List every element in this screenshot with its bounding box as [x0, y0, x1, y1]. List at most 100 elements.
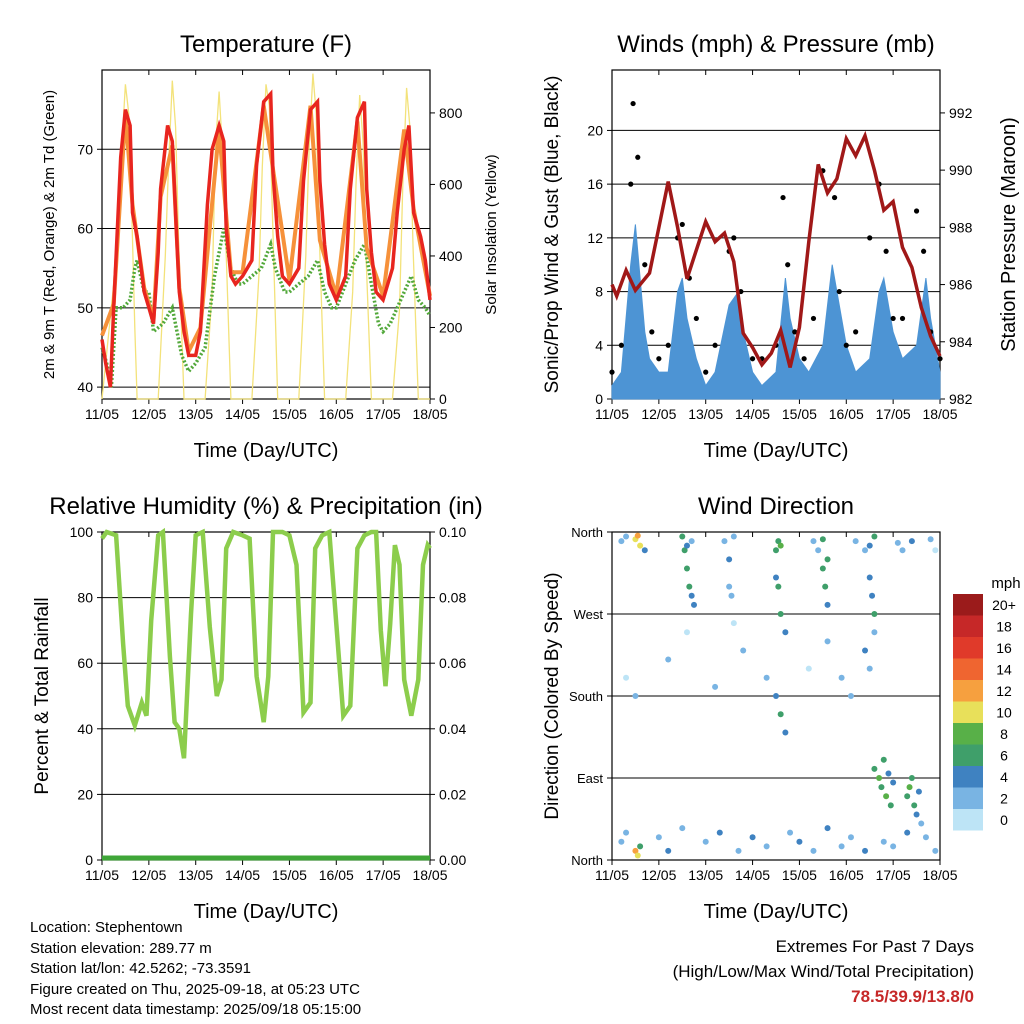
plot-winds: Winds (mph) & Pressure (mb) 0 4 8 12 16 20 982 9…: [542, 31, 1020, 462]
station-latlon: Station lat/lon: 42.5262; -73.3591: [30, 960, 252, 977]
direction-point: [623, 533, 630, 540]
colorbar-label: 4: [1000, 769, 1008, 785]
y-right-tick-label: 0.06: [439, 655, 466, 671]
direction-point: [904, 793, 911, 800]
chart-title-temperature: Temperature (F): [180, 31, 352, 58]
y-tick-label: 12: [587, 230, 603, 246]
direction-point: [838, 843, 845, 850]
direction-point: [862, 647, 869, 654]
plot-humidity: Relative Humidity (%) & Precipitation (i…: [32, 493, 483, 923]
plot-frame: [611, 531, 941, 861]
direction-point: [730, 620, 737, 627]
y-tick-label: 0: [85, 852, 93, 868]
x-tick-label: 18/05: [412, 406, 447, 422]
direction-point: [637, 843, 644, 850]
x-tick-label: 11/05: [85, 867, 119, 883]
direction-point: [735, 847, 742, 854]
plot-frame: [101, 69, 431, 400]
extremes-title: Extremes For Past 7 Days: [775, 937, 974, 956]
y-axis-label: Sonic/Prop Wind & Gust (Blue, Black): [542, 76, 563, 394]
x-tick-label: 14/05: [735, 867, 770, 883]
y-tick-label: 4: [595, 337, 603, 353]
gust-point: [785, 262, 791, 268]
direction-point: [866, 574, 873, 581]
direction-point: [683, 565, 690, 572]
direction-point: [932, 547, 939, 554]
y-right-tick-label: 200: [439, 319, 463, 335]
extremes-subtitle: (High/Low/Max Wind/Total Precipitation): [672, 962, 974, 981]
direction-point: [681, 547, 688, 554]
colorbar-swatch: [953, 658, 983, 680]
direction-point: [775, 583, 782, 590]
station-location: Location: Stephentown: [30, 919, 183, 936]
direction-point: [782, 629, 789, 636]
direction-point: [906, 784, 913, 791]
direction-point: [890, 779, 897, 786]
direction-point: [683, 542, 690, 549]
direction-point: [869, 592, 876, 599]
x-tick-label: 13/05: [688, 406, 723, 422]
colorbar-swatch: [953, 637, 983, 659]
y-tick-label: South: [569, 689, 603, 704]
station-elevation: Station elevation: 289.77 m: [30, 939, 212, 957]
direction-point: [890, 843, 897, 850]
gust-point: [801, 356, 807, 362]
chart-title-direction: Wind Direction: [698, 493, 854, 520]
direction-point: [775, 538, 782, 545]
direction-point: [915, 788, 922, 795]
y-tick-label: 8: [595, 284, 603, 300]
direction-point: [730, 533, 737, 540]
direction-point: [847, 693, 854, 699]
colorbar-label: 16: [996, 640, 1012, 656]
colorbar-label: 6: [1000, 747, 1008, 763]
x-tick-label: 18/05: [412, 867, 447, 883]
direction-point: [911, 802, 918, 809]
x-tick-label: 13/05: [178, 406, 213, 422]
x-tick-label: 14/05: [225, 406, 260, 422]
direction-point: [716, 829, 723, 836]
y-right-tick-label: 400: [439, 248, 463, 264]
gust-point: [628, 181, 634, 187]
direction-point: [777, 611, 784, 617]
x-axis-label: Time (Day/UTC): [194, 440, 339, 462]
direction-point: [763, 674, 770, 681]
direction-point: [824, 556, 831, 563]
direction-point: [922, 834, 929, 841]
direction-point: [866, 542, 873, 549]
direction-point: [908, 775, 915, 781]
x-tick-label: 11/05: [595, 867, 629, 883]
gust-point: [642, 262, 648, 268]
direction-point: [637, 542, 644, 549]
x-tick-label: 14/05: [735, 406, 770, 422]
direction-point: [822, 583, 829, 590]
direction-point: [702, 838, 709, 845]
direction-point: [819, 536, 826, 543]
direction-point: [688, 538, 695, 545]
y-right-tick-label: 0.04: [439, 721, 466, 737]
gust-point: [703, 369, 709, 375]
direction-point: [691, 601, 697, 608]
x-tick-label: 17/05: [876, 867, 911, 883]
colorbar-swatch: [953, 594, 983, 616]
direction-point: [726, 556, 733, 563]
direction-point: [634, 532, 641, 539]
direction-point: [866, 665, 873, 672]
gust-point: [712, 342, 718, 348]
direction-point: [838, 674, 845, 681]
direction-point: [777, 542, 784, 549]
direction-point: [927, 536, 934, 543]
direction-point: [665, 656, 672, 663]
direction-point: [634, 852, 641, 859]
gust-point: [831, 194, 838, 201]
x-tick-label: 17/05: [876, 406, 911, 422]
direction-point: [852, 538, 859, 545]
direction-point: [763, 843, 770, 850]
gust-point: [853, 329, 859, 335]
y-right-tick-label: 984: [949, 334, 973, 350]
y-right-tick-label: 988: [949, 219, 973, 235]
x-tick-label: 11/05: [595, 406, 629, 422]
x-tick-label: 16/05: [319, 867, 354, 883]
y-tick-label: 40: [77, 721, 93, 737]
recent-timestamp: Most recent data timestamp: 2025/09/18 0…: [30, 1001, 362, 1018]
x-axis-label: Time (Day/UTC): [704, 901, 849, 923]
